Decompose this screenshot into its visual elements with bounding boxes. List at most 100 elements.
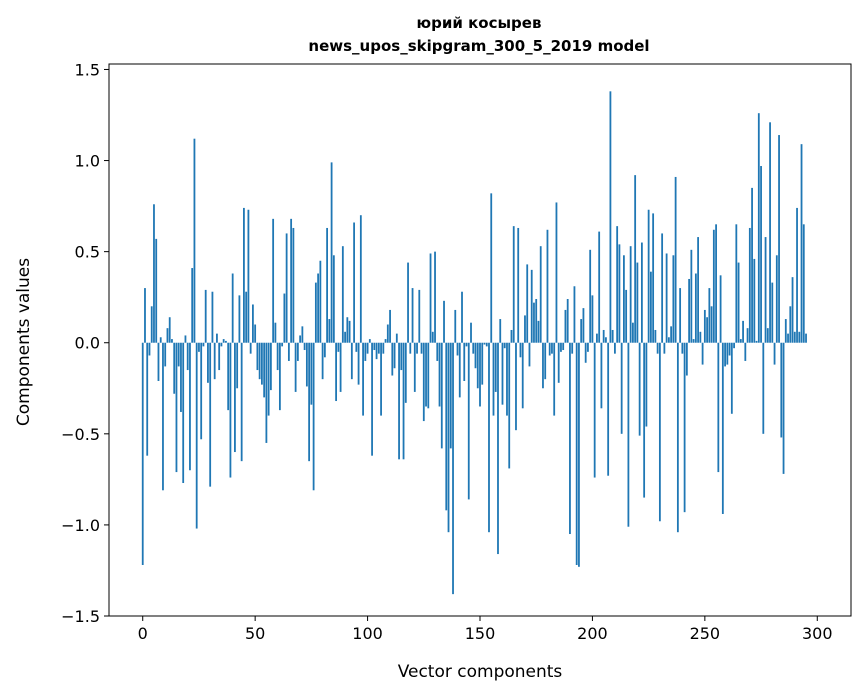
bar-217 bbox=[629, 246, 632, 343]
bar-162 bbox=[506, 342, 508, 416]
bar-193 bbox=[575, 342, 578, 565]
bar-190 bbox=[569, 342, 571, 535]
bar-167 bbox=[517, 227, 520, 343]
bar-15 bbox=[175, 342, 178, 473]
bar-81 bbox=[323, 342, 326, 358]
bar-59 bbox=[274, 322, 277, 343]
bar-155 bbox=[490, 193, 493, 343]
bar-41 bbox=[234, 342, 236, 453]
bar-87 bbox=[337, 342, 340, 352]
bar-112 bbox=[393, 342, 396, 369]
bar-36 bbox=[222, 339, 225, 343]
bar-242 bbox=[685, 342, 688, 376]
y-tick-label: 0.0 bbox=[75, 334, 100, 353]
bar-108 bbox=[384, 339, 387, 343]
bar-30 bbox=[209, 342, 212, 487]
bar-156 bbox=[492, 342, 495, 416]
bar-94 bbox=[353, 222, 355, 343]
bar-120 bbox=[411, 288, 414, 343]
bar-269 bbox=[746, 328, 749, 343]
bar-262 bbox=[730, 342, 733, 414]
bar-76 bbox=[312, 342, 315, 491]
bar-11 bbox=[166, 328, 169, 343]
bar-110 bbox=[389, 309, 391, 343]
bar-56 bbox=[267, 342, 270, 416]
bar-58 bbox=[272, 218, 275, 343]
bar-238 bbox=[676, 342, 679, 533]
bar-79 bbox=[319, 260, 322, 343]
bar-117 bbox=[404, 342, 407, 403]
bar-237 bbox=[674, 176, 677, 343]
bar-148 bbox=[474, 342, 477, 369]
bar-248 bbox=[699, 331, 702, 343]
bar-4 bbox=[150, 306, 153, 343]
bar-284 bbox=[780, 342, 783, 438]
bar-266 bbox=[739, 339, 742, 343]
bar-171 bbox=[526, 264, 529, 343]
bar-27 bbox=[202, 342, 205, 347]
bar-21 bbox=[189, 342, 191, 471]
bar-295 bbox=[805, 333, 807, 343]
bar-163 bbox=[508, 342, 511, 469]
bar-204 bbox=[600, 342, 603, 409]
bar-268 bbox=[744, 342, 747, 361]
bar-85 bbox=[332, 255, 335, 343]
bar-35 bbox=[220, 342, 223, 347]
bar-55 bbox=[265, 342, 268, 443]
bar-53 bbox=[261, 342, 263, 385]
bar-90 bbox=[344, 331, 346, 343]
bar-72 bbox=[303, 342, 306, 351]
x-tick-label: 150 bbox=[465, 624, 496, 643]
bar-232 bbox=[663, 342, 666, 354]
bar-236 bbox=[672, 255, 675, 343]
bar-0 bbox=[141, 342, 144, 565]
bar-73 bbox=[305, 342, 308, 387]
bar-279 bbox=[769, 122, 771, 343]
bar-244 bbox=[690, 249, 693, 343]
bar-161 bbox=[503, 342, 506, 349]
bar-24 bbox=[195, 342, 198, 529]
y-tick-label: 0.5 bbox=[75, 243, 100, 262]
bar-241 bbox=[683, 342, 686, 513]
bar-111 bbox=[391, 342, 394, 376]
bar-8 bbox=[159, 337, 162, 343]
bar-202 bbox=[596, 333, 598, 343]
bar-199 bbox=[589, 249, 592, 343]
bar-231 bbox=[661, 233, 664, 343]
bar-185 bbox=[557, 342, 560, 383]
bar-95 bbox=[355, 342, 358, 352]
bar-39 bbox=[229, 342, 232, 478]
bar-250 bbox=[703, 309, 706, 343]
bar-91 bbox=[346, 317, 349, 343]
bar-263 bbox=[733, 342, 735, 349]
bar-92 bbox=[348, 320, 351, 343]
bar-118 bbox=[407, 262, 409, 343]
bar-216 bbox=[627, 342, 630, 527]
bar-215 bbox=[625, 289, 628, 343]
bar-70 bbox=[299, 335, 302, 343]
bar-254 bbox=[712, 229, 715, 343]
bar-282 bbox=[775, 255, 778, 343]
bar-5 bbox=[153, 204, 155, 343]
bar-249 bbox=[701, 342, 704, 365]
bar-174 bbox=[533, 302, 535, 343]
bar-251 bbox=[706, 317, 708, 343]
bar-201 bbox=[593, 342, 596, 478]
bar-261 bbox=[728, 342, 731, 356]
tick-group: 0 50 100 150 200 250 300 −1.5 −1.0 −0.5 0.0 0.5 1.0 1… bbox=[61, 60, 832, 643]
bar-225 bbox=[647, 209, 650, 343]
bar-221 bbox=[638, 342, 641, 436]
bar-277 bbox=[764, 237, 767, 343]
bar-77 bbox=[314, 282, 317, 343]
bar-186 bbox=[560, 342, 562, 352]
bar-143 bbox=[463, 342, 466, 381]
bar-1 bbox=[144, 288, 146, 343]
bar-116 bbox=[402, 342, 405, 460]
bar-12 bbox=[168, 317, 171, 343]
bar-195 bbox=[580, 319, 583, 343]
bar-9 bbox=[162, 342, 164, 491]
bar-165 bbox=[512, 226, 515, 343]
bar-184 bbox=[555, 202, 558, 343]
bar-101 bbox=[368, 339, 371, 343]
bar-173 bbox=[530, 269, 533, 343]
